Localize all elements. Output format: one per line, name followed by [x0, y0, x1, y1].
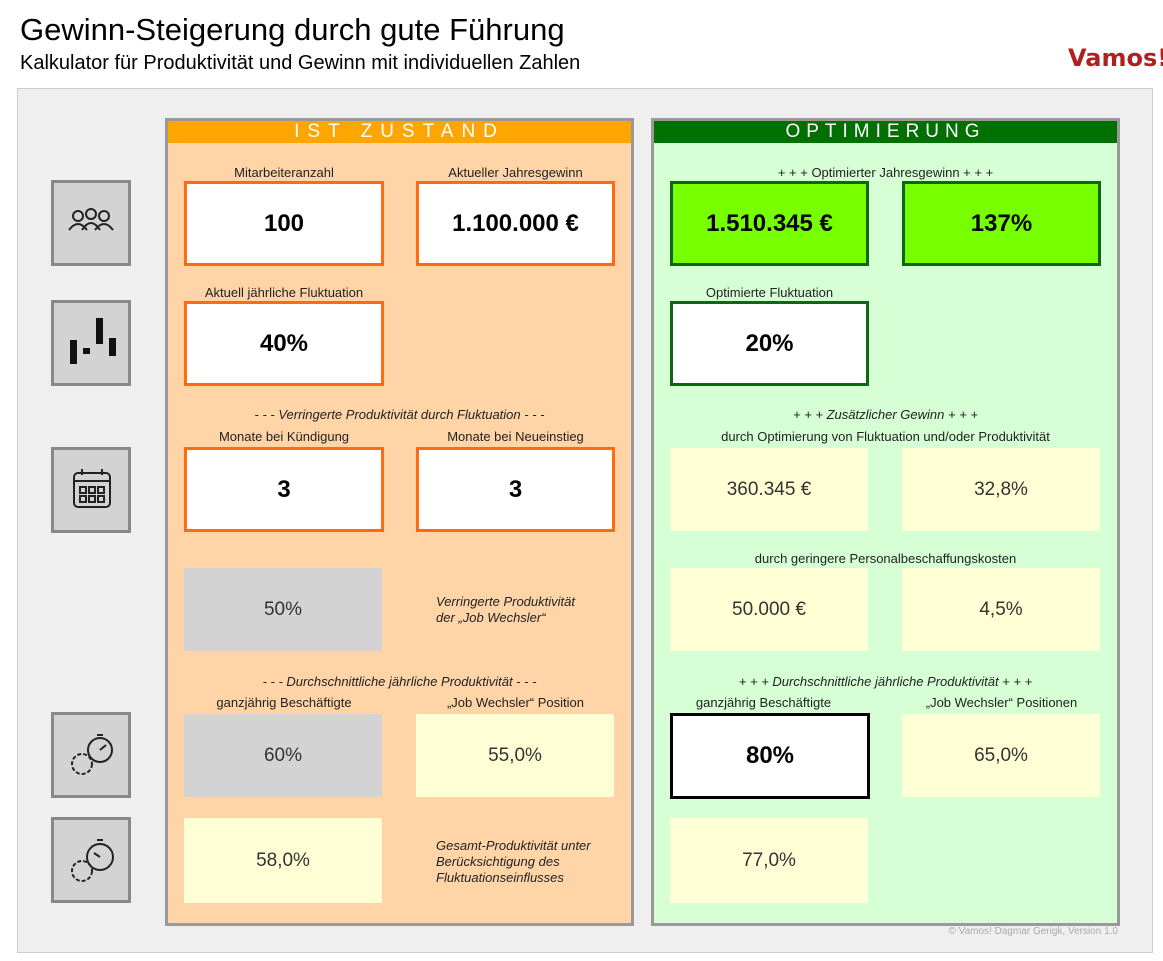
- label: durch geringere Personalbeschaffungskost…: [754, 551, 1017, 566]
- label: Optimierte Fluktuation: [705, 285, 834, 300]
- icon-people: [51, 180, 131, 266]
- ist-heading: IST ZUSTAND: [168, 121, 631, 143]
- input-cell[interactable]: 3: [184, 447, 384, 532]
- note: Verringerte Produktivität der „Job Wechs…: [436, 594, 575, 625]
- result-cell: 65,0%: [902, 714, 1100, 797]
- label: „Job Wechsler“ Positionen: [925, 695, 1078, 710]
- label: Monate bei Kündigung: [218, 429, 350, 444]
- label: „Job Wechsler“ Position: [446, 695, 585, 710]
- result-cell: 60%: [184, 714, 382, 797]
- label: ganzjährig Beschäftigte: [695, 695, 832, 710]
- result-cell: 50.000 €: [670, 568, 868, 651]
- result-cell: 77,0%: [670, 818, 868, 903]
- input-cell[interactable]: 80%: [670, 713, 870, 799]
- result-cell: 360.345 €: [670, 448, 868, 531]
- section-label: + + + Zusätzlicher Gewinn + + +: [793, 407, 978, 422]
- label: durch Optimierung von Fluktuation und/od…: [721, 429, 1050, 444]
- label: Monate bei Neueinstieg: [447, 429, 584, 444]
- result-cell: 50%: [184, 568, 382, 651]
- result-cell: 1.510.345 €: [670, 181, 869, 266]
- input-cell[interactable]: 1.100.000 €: [416, 181, 615, 266]
- icon-chart: [51, 300, 131, 386]
- label: Mitarbeiteranzahl: [234, 165, 334, 180]
- input-cell[interactable]: 100: [184, 181, 384, 266]
- input-cell[interactable]: 40%: [184, 301, 384, 386]
- section-label: + + + Durchschnittliche jährliche Produk…: [738, 674, 1033, 689]
- logo: Vamos!: [1068, 44, 1163, 72]
- label: + + + Optimierter Jahresgewinn + + +: [777, 165, 994, 180]
- result-cell: 4,5%: [902, 568, 1100, 651]
- input-cell[interactable]: 20%: [670, 301, 869, 386]
- note: Gesamt-Produktivität unter Berücksichtig…: [436, 838, 591, 885]
- icon-gear-stopwatch: [51, 817, 131, 903]
- section-label: - - - Verringerte Produktivität durch Fl…: [254, 407, 545, 422]
- label: Aktueller Jahresgewinn: [448, 165, 583, 180]
- label: Aktuell jährliche Fluktuation: [204, 285, 364, 300]
- input-cell[interactable]: 3: [416, 447, 615, 532]
- result-cell: 137%: [902, 181, 1101, 266]
- subtitle: Kalkulator für Produktivität und Gewinn …: [20, 52, 581, 74]
- icon-calendar: [51, 447, 131, 533]
- title: Gewinn-Steigerung durch gute Führung: [20, 12, 565, 47]
- icon-gear-clock: [51, 712, 131, 798]
- opt-heading: OPTIMIERUNG: [654, 121, 1117, 143]
- result-cell: 58,0%: [184, 818, 382, 903]
- result-cell: 32,8%: [902, 448, 1100, 531]
- footer: © Vamos! Dagmar Gerigk, Version 1.0: [948, 926, 1118, 937]
- section-label: - - - Durchschnittliche jährliche Produk…: [262, 674, 537, 689]
- result-cell: 55,0%: [416, 714, 614, 797]
- label: ganzjährig Beschäftigte: [216, 695, 352, 710]
